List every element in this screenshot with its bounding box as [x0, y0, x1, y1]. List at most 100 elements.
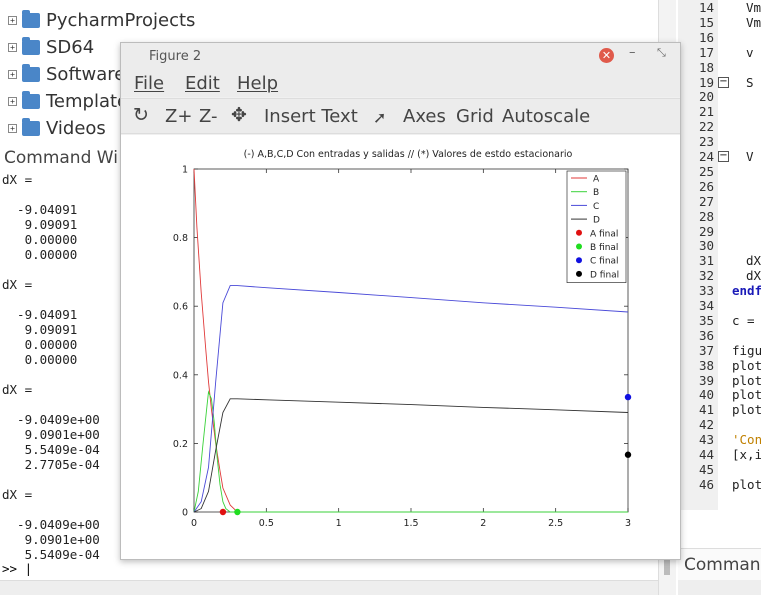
menu-edit[interactable]: Edit: [185, 73, 220, 94]
code-line: Vm: [746, 14, 761, 30]
pan-icon[interactable]: ✥: [231, 104, 247, 126]
autoscale-button[interactable]: Autoscale: [502, 106, 591, 127]
grid-button[interactable]: Grid: [456, 106, 494, 127]
tree-item-software[interactable]: + Software: [8, 61, 125, 87]
code-line: plot: [732, 387, 761, 403]
line-number: 41: [698, 402, 714, 418]
console-line: -9.04091: [2, 202, 78, 217]
code-line: plot: [732, 476, 761, 492]
legend-marker-c-final: [576, 257, 582, 264]
console-line: 0.00000: [2, 337, 78, 352]
console-line: 0.00000: [2, 232, 78, 247]
line-number: 46: [698, 476, 714, 492]
line-number: 22: [698, 119, 714, 135]
final-point-c-final: [624, 393, 632, 401]
x-tick-label: 0: [191, 518, 197, 529]
line-number: 36: [698, 327, 714, 343]
legend-box: [566, 170, 627, 283]
insert-text-button[interactable]: Insert Text: [264, 106, 358, 127]
console-line: 5.5409e-04: [2, 547, 100, 562]
expand-icon[interactable]: +: [8, 15, 17, 25]
rotate-icon[interactable]: ↻: [133, 104, 149, 126]
folder-icon: [22, 9, 40, 28]
figure-window[interactable]: Figure 2 ✕ – ⤡ File Edit Help ↻ Z+ Z- ✥ …: [120, 42, 681, 560]
line-number: 23: [698, 134, 714, 150]
console-line: -9.0409e+00: [2, 517, 100, 532]
console-line: 0.00000: [2, 247, 78, 262]
chart[interactable]: (-) A,B,C,D Con entradas y salidas // (*…: [121, 135, 680, 559]
tree-item-label: Templates: [46, 90, 138, 112]
code-line: plot: [732, 372, 761, 388]
tree-item-label: SD64: [46, 36, 95, 58]
fold-icon[interactable]: −: [718, 150, 729, 162]
tree-item-label: Software: [46, 63, 126, 85]
command-prompt[interactable]: >> |: [2, 561, 33, 576]
code-editor[interactable]: 14 15 16 17 18 19 20 21 22 23 24 25 26 27 28 29 30 31 32 33…: [678, 0, 761, 510]
series-line-c: [193, 285, 629, 513]
figure-menu-bar: File Edit Help: [121, 71, 680, 97]
fold-icon[interactable]: −: [718, 75, 729, 88]
x-tick-label: 2: [480, 518, 486, 529]
expand-icon[interactable]: +: [8, 96, 17, 106]
x-tick-label: 3: [625, 518, 631, 529]
console-line: 9.0901e+00: [2, 427, 100, 442]
menu-help[interactable]: Help: [237, 73, 279, 94]
code-line: v: [746, 44, 761, 60]
menu-file[interactable]: File: [134, 73, 165, 94]
expand-icon[interactable]: +: [8, 123, 17, 133]
maximize-icon[interactable]: ⤡: [657, 46, 666, 59]
line-number: 33: [698, 283, 714, 299]
y-tick-label: 1: [182, 165, 188, 176]
tree-item-videos[interactable]: + Videos: [8, 115, 106, 141]
y-tick-label: 0.8: [173, 233, 188, 244]
line-number: 25: [698, 163, 714, 179]
legend-label: B final: [590, 243, 618, 253]
line-number: 44: [698, 447, 714, 462]
console-line: -9.0409e+00: [2, 412, 100, 427]
command-window-panel-right: Command: [678, 548, 761, 580]
line-number: 28: [698, 208, 714, 224]
expand-icon[interactable]: +: [8, 42, 17, 52]
code-line: dX: [746, 253, 761, 269]
axes-button[interactable]: Axes: [403, 106, 446, 127]
figure-toolbar: ↻ Z+ Z- ✥ Insert Text ➚ Axes Grid Autosc…: [121, 98, 680, 134]
figure-title-bar[interactable]: Figure 2 ✕ – ⤡: [121, 43, 680, 71]
file-tree: + PycharmProjects + SD64 + Software + Te…: [0, 0, 660, 145]
zoom-out-button[interactable]: Z-: [199, 106, 218, 127]
command-window-output[interactable]: dX = -9.04091 9.09091 0.00000 0.00000 dX …: [0, 170, 660, 580]
line-number: 30: [698, 238, 714, 254]
folder-icon: [22, 63, 40, 82]
console-line: -9.04091: [2, 307, 78, 322]
expand-icon[interactable]: +: [8, 69, 17, 79]
plot-area[interactable]: (-) A,B,C,D Con entradas y salidas // (*…: [121, 135, 680, 559]
tree-item-pycharmprojects[interactable]: + PycharmProjects: [8, 7, 195, 33]
code-line: S: [746, 74, 761, 90]
splitter-handle[interactable]: [664, 555, 670, 575]
line-number: 37: [698, 342, 714, 358]
line-number: 31: [698, 253, 714, 269]
select-pointer-icon[interactable]: ➚: [373, 108, 387, 127]
tree-item-sd64[interactable]: + SD64: [8, 34, 94, 60]
console-line: 0.00000: [2, 352, 78, 367]
series-line-b: [193, 390, 628, 513]
legend-label: D final: [590, 270, 619, 280]
console-line: 9.0901e+00: [2, 532, 100, 547]
zoom-in-button[interactable]: Z+: [165, 106, 193, 127]
line-number: 24: [698, 149, 714, 164]
x-tick-label: 2.5: [548, 518, 563, 529]
legend-label: B: [593, 188, 599, 198]
line-number: 38: [698, 357, 714, 373]
plot-frame: [193, 168, 629, 513]
code-line: V: [746, 149, 761, 164]
status-bar: [0, 580, 660, 595]
status-bar-right: [678, 580, 761, 595]
line-number: 20: [698, 89, 714, 105]
figure-title: Figure 2: [149, 49, 202, 64]
minimize-icon[interactable]: –: [629, 45, 636, 60]
line-number: 26: [698, 178, 714, 194]
series-line-a: [193, 168, 628, 513]
close-icon[interactable]: ✕: [599, 48, 614, 63]
x-tick-label: 1: [336, 518, 342, 529]
tree-item-templates[interactable]: + Templates: [8, 88, 138, 114]
line-number: 35: [698, 312, 714, 328]
